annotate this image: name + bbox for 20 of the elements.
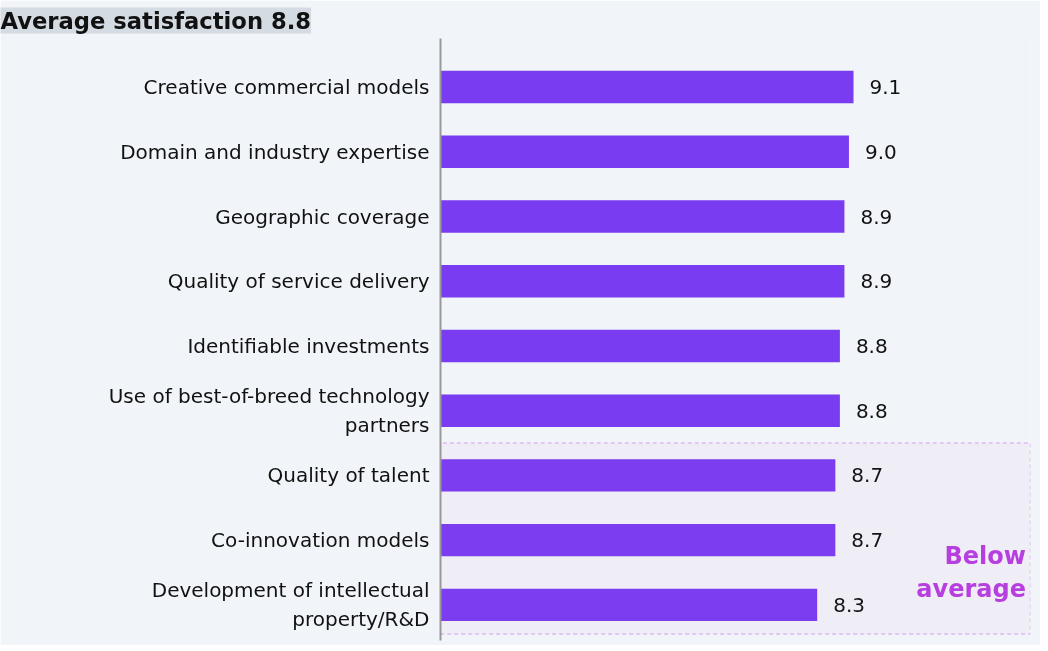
text: Average satisfaction 8.8 bbox=[0, 7, 312, 34]
y-tick-label: Geographic coverage bbox=[215, 204, 430, 229]
y-tick-label: Domain and industry expertise bbox=[120, 139, 430, 164]
data-label: 9.0 bbox=[864, 139, 897, 164]
y-tick-label: Use of best-of-breed technology partners bbox=[108, 384, 430, 438]
data-label: 8.9 bbox=[860, 269, 893, 294]
data-label: 8.8 bbox=[855, 333, 888, 358]
y-tick-label: Creative commercial models bbox=[143, 75, 430, 100]
data-label: 8.7 bbox=[851, 463, 884, 488]
y-tick-label: Quality of talent bbox=[267, 463, 430, 488]
band-label: Below average bbox=[916, 541, 1026, 604]
data-label: 8.3 bbox=[833, 592, 865, 617]
data-label: 8.7 bbox=[851, 528, 884, 553]
y-tick-label: Development of intellectual property/R&D bbox=[151, 578, 430, 632]
y-tick-label: Co-innovation models bbox=[211, 528, 430, 553]
y-tick-label: Identifiable investments bbox=[187, 333, 430, 358]
data-label: 8.8 bbox=[855, 398, 888, 423]
data-label: 9.1 bbox=[869, 75, 902, 100]
data-label: 8.9 bbox=[860, 204, 893, 229]
y-tick-label: Quality of service delivery bbox=[167, 269, 430, 294]
